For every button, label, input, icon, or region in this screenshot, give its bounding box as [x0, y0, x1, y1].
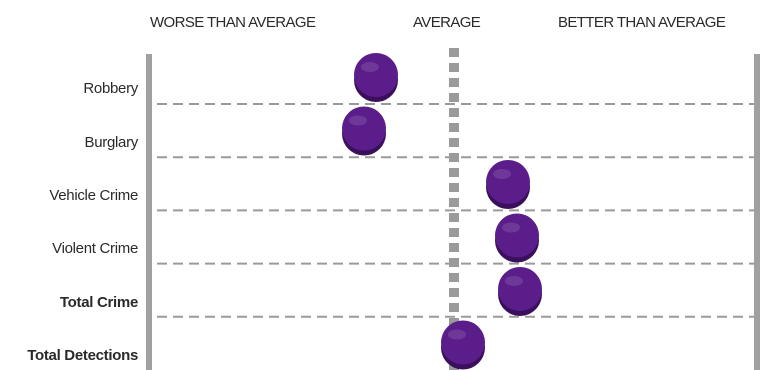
category-label-burglary: Burglary: [84, 134, 139, 151]
data-point-highlight-total-detections: [448, 329, 466, 340]
data-point-burglary: [342, 106, 386, 151]
data-point-robbery: [354, 53, 398, 97]
data-point-violent-crime: [495, 213, 539, 258]
data-point-highlight-vehicle-crime: [493, 169, 511, 179]
category-label-total-detections: Total Detections: [27, 347, 138, 364]
data-point-total-crime: [498, 267, 542, 311]
data-point-total-detections: [441, 320, 485, 365]
category-label-robbery: Robbery: [83, 80, 138, 97]
left-axis-bar: [146, 54, 152, 370]
data-point-highlight-robbery: [361, 62, 379, 72]
data-point-vehicle-crime: [486, 160, 530, 204]
category-label-vehicle-crime: Vehicle Crime: [49, 187, 138, 204]
category-label-violent-crime: Violent Crime: [52, 240, 138, 257]
header-better-than-average: BETTER THAN AVERAGE: [558, 14, 726, 31]
header-average: AVERAGE: [413, 14, 481, 31]
right-axis-bar: [754, 54, 760, 370]
category-label-total-crime: Total Crime: [59, 294, 138, 311]
header-worse-than-average: WORSE THAN AVERAGE: [150, 14, 316, 31]
data-point-highlight-burglary: [349, 115, 367, 126]
data-point-highlight-violent-crime: [502, 222, 520, 233]
data-point-highlight-total-crime: [505, 276, 523, 286]
